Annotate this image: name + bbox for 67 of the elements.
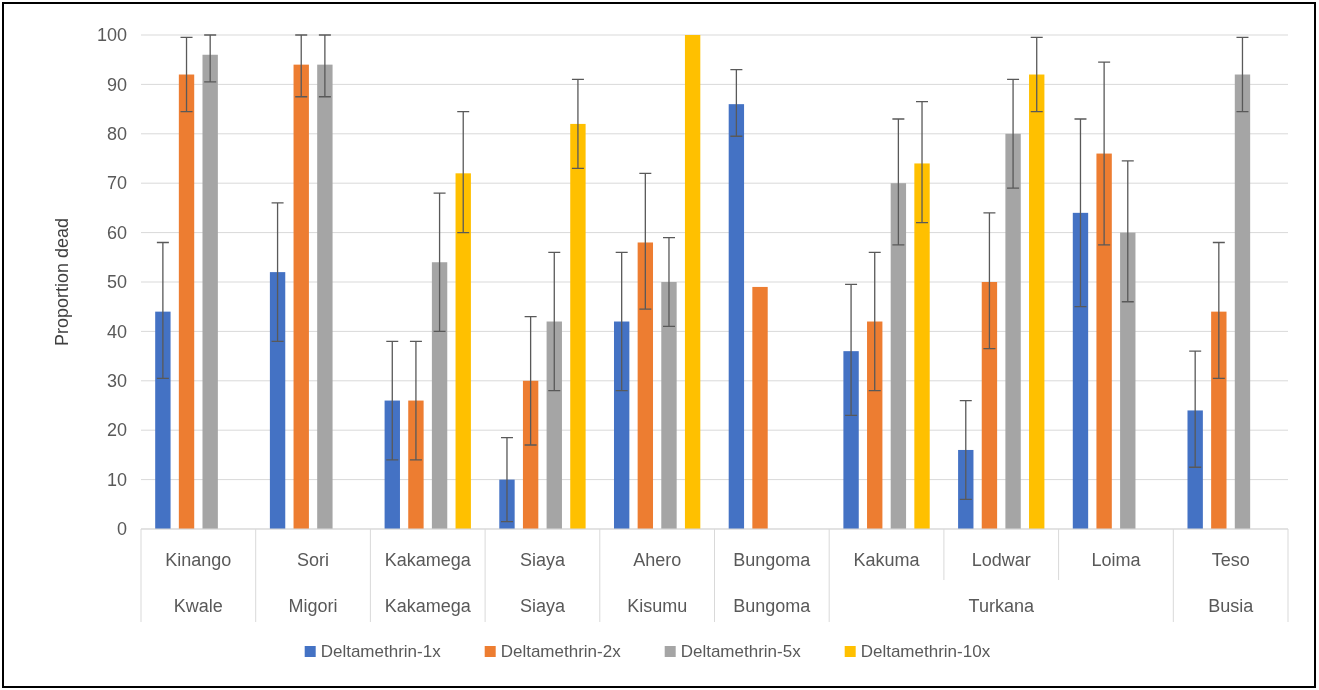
legend-label: Deltamethrin-10x [860,642,991,661]
bar [981,282,998,529]
y-tick-label: 60 [106,222,127,243]
bar [155,311,171,529]
x-tick-label: Kakamega [384,550,472,570]
text: Migori [288,596,338,616]
x-tick-label: Ahero [633,550,682,570]
bar [1211,311,1227,529]
bar [843,351,859,529]
bar [1072,212,1089,529]
x-tick-label: Sori [297,550,330,570]
bar [914,163,930,529]
text: Kisumu [627,596,688,616]
y-tick-label: 20 [106,420,127,441]
x-tick-label: Bungoma [733,550,812,570]
y-axis-title: Proportion dead [52,217,72,347]
y-tick-label: 40 [106,321,127,342]
bar [1234,74,1251,529]
bar [269,272,286,529]
text: Kakamega [384,596,472,616]
x-tick-label: Kinango [165,550,232,570]
bar [661,282,677,529]
bar [1005,133,1021,529]
x-tick-label: Lodwar [971,550,1031,570]
legend-label: Deltamethrin-1x [320,642,442,661]
bar [455,173,471,529]
x-tick-label: Siaya [519,550,566,570]
text: Busia [1208,596,1255,616]
y-tick-label: 30 [106,371,127,392]
y-tick-label: 70 [106,173,127,194]
bar [570,123,586,529]
text: Siaya [519,596,566,616]
bar [1120,232,1136,529]
x-tick-label: Kakuma [853,550,921,570]
x-tick-label: Loima [1091,550,1142,570]
bar [637,242,654,529]
bar [546,321,562,529]
bar [1187,410,1203,529]
bar [890,183,907,529]
bar [293,64,309,529]
bar [867,321,883,529]
bar [684,35,701,529]
legend-label: Deltamethrin-5x [680,642,802,661]
bar [613,321,630,529]
bar [384,400,400,529]
bar [728,104,745,529]
legend-label: Deltamethrin-2x [500,642,622,661]
y-tick-label: 80 [106,124,127,145]
bar [752,286,768,529]
y-tick-label: 10 [106,469,127,490]
bar [408,400,424,529]
y-tick-label: 100 [96,25,127,46]
y-tick-label: 0 [116,519,127,540]
bar [317,64,333,529]
bar [1029,74,1045,529]
bar [202,54,218,529]
y-tick-label: 90 [106,74,127,95]
x-tick-label: Teso [1211,550,1250,570]
y-tick-label: 50 [106,272,127,293]
text: Turkana [968,596,1035,616]
bar [431,262,448,529]
bar [958,449,974,529]
bar [1096,153,1112,529]
bar [522,380,539,529]
bar [178,74,195,529]
text: Kwale [173,596,223,616]
text: Bungoma [733,596,812,616]
